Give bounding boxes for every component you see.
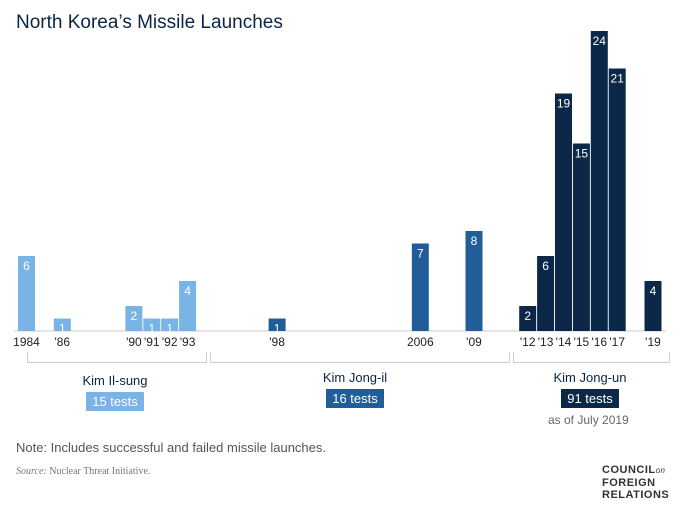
bar: [411, 243, 429, 331]
data-label: 1: [148, 322, 155, 336]
tick-label: '13: [538, 335, 554, 349]
bar: [465, 231, 483, 331]
bar: [143, 318, 161, 331]
data-label: 19: [557, 97, 571, 111]
tick-label: '86: [54, 335, 70, 349]
bar: [590, 31, 608, 331]
bracket-kim-jong-il: [210, 352, 510, 363]
data-label: 7: [417, 247, 424, 261]
leader-kim-il-sung: Kim Il-sung 15 tests: [60, 373, 170, 411]
bar: [519, 306, 537, 331]
data-label: 1: [59, 322, 66, 336]
tick-label: '09: [466, 335, 482, 349]
bar: [555, 93, 572, 331]
leader-name: Kim Jong-un: [553, 370, 627, 385]
bar: [608, 68, 626, 331]
tick-label: '93: [180, 335, 196, 349]
data-label: 6: [23, 259, 30, 273]
leader-name: Kim Il-sung: [82, 373, 148, 388]
tick-label: '19: [645, 335, 661, 349]
tick-label: '17: [609, 335, 625, 349]
data-label: 2: [131, 309, 138, 323]
tick-label: '12: [520, 335, 536, 349]
as-of-date: as of July 2019: [548, 413, 629, 427]
bar: [179, 281, 197, 331]
bar: [125, 306, 143, 331]
data-label: 2: [524, 309, 531, 323]
tick-label: '15: [574, 335, 590, 349]
bar: [161, 318, 179, 331]
tick-label: '98: [269, 335, 285, 349]
bar: [644, 281, 662, 331]
bar: [268, 318, 286, 331]
leader-kim-jong-il: Kim Jong-il 16 tests: [300, 370, 410, 408]
bracket-kim-il-sung: [27, 352, 207, 363]
bar: [537, 256, 555, 331]
chart-title: North Korea’s Missile Launches: [16, 12, 283, 33]
data-label: 4: [650, 284, 657, 298]
tick-label: '16: [591, 335, 607, 349]
bar: [572, 143, 590, 331]
tick-label: 2006: [407, 335, 434, 349]
tick-label: 1984: [13, 335, 40, 349]
bar: [18, 256, 35, 331]
tests-badge: 91 tests: [561, 389, 619, 408]
tick-label: '90: [126, 335, 142, 349]
data-label: 21: [611, 72, 625, 86]
tick-label: '92: [162, 335, 178, 349]
data-label: 24: [593, 34, 607, 48]
leader-name: Kim Jong-il: [322, 370, 388, 385]
source: Source: Nuclear Threat Initiative.: [16, 466, 151, 477]
data-label: 6: [542, 259, 549, 273]
leader-kim-jong-un: Kim Jong-un 91 tests: [535, 370, 645, 408]
bar-chart: 619841'862'901'911'924'931'98720068'092'…: [13, 31, 666, 349]
data-label: 8: [471, 234, 478, 248]
data-label: 15: [575, 147, 589, 161]
data-label: 4: [184, 284, 191, 298]
tick-label: '14: [556, 335, 572, 349]
data-label: 1: [166, 322, 173, 336]
bracket-kim-jong-un: [513, 352, 670, 363]
cfr-logo: COUNCILon FOREIGN RELATIONS: [602, 464, 670, 501]
bar: [53, 318, 71, 331]
tests-badge: 15 tests: [86, 392, 144, 411]
tests-badge: 16 tests: [326, 389, 384, 408]
note: Note: Includes successful and failed mis…: [16, 440, 326, 455]
data-label: 1: [274, 322, 281, 336]
tick-label: '91: [144, 335, 160, 349]
